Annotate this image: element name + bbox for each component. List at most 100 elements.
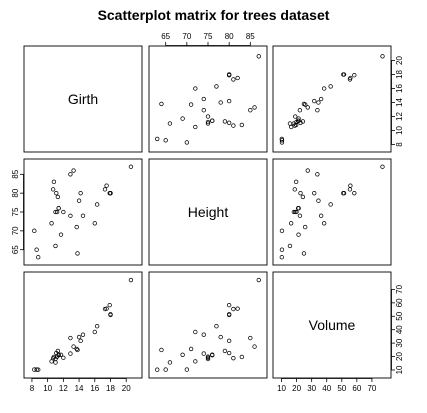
point-girth-vs-height <box>218 100 223 105</box>
point-girth-vs-height <box>239 122 245 128</box>
point-height-vs-girth <box>108 190 113 196</box>
point-girth-vs-volume <box>300 119 306 124</box>
tick-label-height: 80 <box>225 32 234 41</box>
point-height-vs-volume <box>288 221 294 226</box>
point-height-vs-girth <box>102 187 108 192</box>
point-volume-vs-height <box>226 350 232 356</box>
point-girth-vs-height <box>226 72 232 77</box>
tick-label-height: 80 <box>11 188 20 197</box>
point-volume-vs-girth <box>74 346 79 352</box>
tick-label-volume: 20 <box>292 384 301 393</box>
panel-volume-vs-volume <box>272 271 392 379</box>
point-girth-vs-height <box>248 108 253 113</box>
tick-label-volume: 40 <box>322 384 331 393</box>
tick-label-height: 70 <box>182 32 191 41</box>
point-height-vs-volume <box>296 206 301 211</box>
point-height-vs-volume <box>347 187 353 192</box>
point-height-vs-girth <box>80 213 86 218</box>
tick-label-girth: 10 <box>395 126 404 135</box>
point-girth-vs-volume <box>380 54 385 59</box>
point-volume-vs-height <box>226 312 232 318</box>
panel-girth-vs-volume <box>272 45 392 153</box>
point-height-vs-volume <box>315 172 320 177</box>
point-height-vs-volume <box>279 247 285 252</box>
point-volume-vs-girth <box>76 334 82 340</box>
point-volume-vs-height <box>184 367 190 372</box>
point-height-vs-volume <box>312 190 317 196</box>
point-volume-vs-height <box>210 352 215 357</box>
point-volume-vs-girth <box>53 360 58 365</box>
tick-label-volume: 30 <box>307 384 316 393</box>
point-volume-vs-girth <box>108 312 113 318</box>
tick-label-girth: 20 <box>395 56 404 65</box>
tick-label-girth: 20 <box>122 384 131 393</box>
point-girth-vs-height <box>180 116 185 121</box>
point-height-vs-girth <box>76 198 82 203</box>
panel-volume-vs-height <box>148 271 268 379</box>
diagonal-label-height: Height <box>188 204 229 220</box>
point-volume-vs-height <box>252 344 257 349</box>
point-girth-vs-height <box>205 114 211 119</box>
point-girth-vs-height <box>193 124 198 130</box>
tick-label-girth: 16 <box>395 84 404 93</box>
point-girth-vs-height <box>201 96 206 102</box>
point-volume-vs-height <box>226 338 232 344</box>
tick-label-girth: 14 <box>395 98 404 107</box>
tick-label-height: 70 <box>11 226 20 235</box>
panel-height-vs-volume <box>272 158 392 266</box>
point-height-vs-volume <box>300 194 306 200</box>
point-height-vs-volume <box>303 224 308 230</box>
point-volume-vs-height <box>201 332 206 337</box>
diagonal-label-girth: Girth <box>68 91 98 107</box>
tick-label-height: 65 <box>161 32 170 41</box>
point-height-vs-girth <box>56 206 61 211</box>
point-volume-vs-girth <box>107 302 112 308</box>
point-girth-vs-height <box>226 98 232 104</box>
point-girth-vs-volume <box>297 108 303 113</box>
point-volume-vs-height <box>256 277 261 283</box>
point-height-vs-girth <box>51 179 57 185</box>
point-volume-vs-girth <box>104 306 109 311</box>
tick-label-volume: 40 <box>395 325 404 334</box>
point-height-vs-girth <box>50 187 56 192</box>
point-volume-vs-girth <box>58 352 64 357</box>
point-height-vs-girth <box>75 251 80 256</box>
tick-label-volume: 20 <box>395 352 404 361</box>
tick-label-volume: 70 <box>367 384 376 393</box>
point-volume-vs-girth <box>78 338 83 344</box>
point-girth-vs-volume <box>315 108 320 113</box>
point-girth-vs-volume <box>279 136 284 142</box>
point-girth-vs-height <box>159 101 164 107</box>
point-girth-vs-height <box>184 140 190 145</box>
point-volume-vs-height <box>163 367 168 372</box>
point-girth-vs-height <box>231 77 236 82</box>
point-girth-vs-volume <box>293 114 298 119</box>
point-girth-vs-volume <box>328 84 333 89</box>
point-girth-vs-height <box>201 108 206 113</box>
point-volume-vs-girth <box>92 329 97 335</box>
point-girth-vs-height <box>167 121 173 126</box>
point-girth-vs-height <box>235 75 240 81</box>
point-volume-vs-girth <box>36 367 41 372</box>
point-girth-vs-volume <box>316 100 321 105</box>
point-height-vs-volume <box>292 187 297 192</box>
tick-label-girth: 12 <box>395 112 404 121</box>
point-girth-vs-height <box>231 123 236 128</box>
point-girth-vs-volume <box>301 101 307 107</box>
point-volume-vs-girth <box>68 335 73 341</box>
point-girth-vs-height <box>226 120 232 125</box>
point-height-vs-volume <box>380 164 385 169</box>
point-volume-vs-height <box>231 355 236 361</box>
point-girth-vs-volume <box>348 75 353 81</box>
point-height-vs-girth <box>54 190 59 196</box>
point-volume-vs-height <box>188 346 194 352</box>
point-volume-vs-girth <box>80 332 86 337</box>
point-volume-vs-girth <box>128 277 134 283</box>
point-volume-vs-height <box>222 348 228 354</box>
tick-label-volume: 30 <box>395 338 404 347</box>
point-girth-vs-height <box>155 136 160 142</box>
point-height-vs-volume <box>318 213 324 218</box>
point-girth-vs-volume <box>312 98 317 104</box>
point-girth-vs-volume <box>296 116 301 121</box>
